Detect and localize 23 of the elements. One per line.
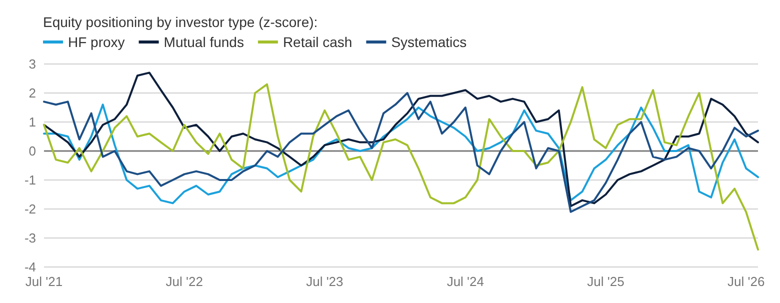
x-tick-label: Jul '26 bbox=[727, 274, 765, 289]
chart-title: Equity positioning by investor type (z-score): bbox=[43, 14, 318, 30]
legend-label: Retail cash bbox=[282, 34, 352, 50]
y-tick-label: -3 bbox=[24, 230, 36, 246]
line-series bbox=[43, 104, 759, 204]
y-tick-label: -2 bbox=[24, 202, 36, 216]
y-tick-label: -1 bbox=[24, 172, 36, 188]
x-tick-label: Jul '22 bbox=[166, 274, 203, 289]
line-series bbox=[43, 72, 759, 208]
x-tick-label: Jul '25 bbox=[587, 274, 624, 289]
legend-label: Systematics bbox=[391, 34, 467, 50]
line-series bbox=[43, 83, 759, 251]
x-tick-label: Jul '23 bbox=[306, 274, 344, 289]
line-series bbox=[43, 92, 759, 213]
legend-label: HF proxy bbox=[68, 34, 125, 50]
x-tick-label: Jul '21 bbox=[25, 274, 63, 289]
legend-label: Mutual funds bbox=[164, 34, 244, 50]
y-tick-label: 3 bbox=[28, 56, 36, 72]
y-tick-label: 0 bbox=[28, 144, 36, 158]
y-tick-label: -4 bbox=[24, 260, 36, 274]
x-tick-label: Jul '24 bbox=[446, 274, 484, 289]
y-tick-label: 1 bbox=[28, 114, 36, 130]
y-tick-label: 2 bbox=[28, 86, 36, 100]
